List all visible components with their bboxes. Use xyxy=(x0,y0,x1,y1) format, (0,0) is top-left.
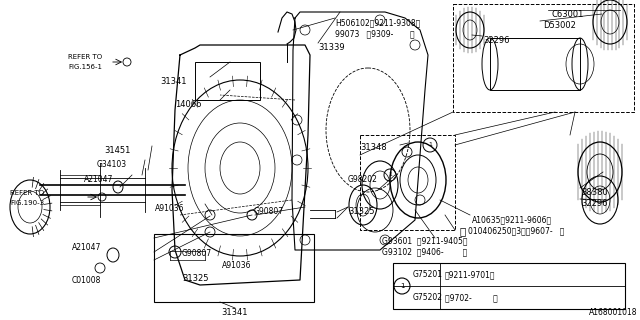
Text: REFER TO: REFER TO xyxy=(10,190,44,196)
Text: 14066: 14066 xyxy=(175,100,202,109)
Bar xyxy=(490,38,580,90)
Text: A91036: A91036 xyxy=(155,204,184,213)
Text: C01008: C01008 xyxy=(72,276,101,285)
Text: A91036: A91036 xyxy=(222,261,252,270)
Text: A168001018: A168001018 xyxy=(589,308,637,317)
Text: G90807: G90807 xyxy=(254,207,284,216)
Text: A21047: A21047 xyxy=(72,243,101,252)
Bar xyxy=(393,263,625,309)
Text: G34103: G34103 xyxy=(97,160,127,169)
Text: 32296: 32296 xyxy=(581,199,607,208)
Text: FIG.156-1: FIG.156-1 xyxy=(68,64,102,70)
Text: 31339: 31339 xyxy=(318,43,344,52)
Text: REFER TO: REFER TO xyxy=(68,54,102,60)
Text: G93601  〨9211-9405〩: G93601 〨9211-9405〩 xyxy=(382,236,467,245)
Text: 1: 1 xyxy=(428,142,432,148)
Text: 010406250〨3〩〨9607-   〩: 010406250〨3〩〨9607- 〩 xyxy=(468,226,564,235)
Text: 31348: 31348 xyxy=(360,143,387,152)
Text: A10635〨9211-9606〩: A10635〨9211-9606〩 xyxy=(472,215,552,224)
Text: A21047: A21047 xyxy=(84,175,113,184)
Text: 31325: 31325 xyxy=(182,274,209,283)
Bar xyxy=(195,62,260,100)
Text: G90807: G90807 xyxy=(182,249,212,258)
Text: 〨9211-9701〩: 〨9211-9701〩 xyxy=(445,270,495,279)
Text: 1: 1 xyxy=(388,172,392,178)
Text: G75201: G75201 xyxy=(413,270,443,279)
Text: 31451: 31451 xyxy=(104,146,131,155)
Text: G98202: G98202 xyxy=(348,175,378,184)
Text: C63001: C63001 xyxy=(551,10,584,19)
Text: 32296: 32296 xyxy=(483,36,509,45)
Text: D53002: D53002 xyxy=(543,21,576,30)
Text: H506102〨9211-9308〩: H506102〨9211-9308〩 xyxy=(335,18,420,27)
Text: FIG.190-3: FIG.190-3 xyxy=(10,200,44,206)
Text: G93102  〨9406-        〩: G93102 〨9406- 〩 xyxy=(382,247,467,256)
Text: 31325: 31325 xyxy=(348,207,374,216)
Text: 〩9702-         〩: 〩9702- 〩 xyxy=(445,293,498,302)
Text: 31341: 31341 xyxy=(160,77,186,86)
Text: 1: 1 xyxy=(400,283,404,289)
Text: 99073   〨9309-       〩: 99073 〨9309- 〩 xyxy=(335,29,415,38)
Text: G75202: G75202 xyxy=(413,293,443,302)
Bar xyxy=(360,135,455,230)
Bar xyxy=(154,234,314,302)
Text: Ⓑ: Ⓑ xyxy=(460,226,466,236)
Text: 38380: 38380 xyxy=(581,188,608,197)
Bar xyxy=(453,4,634,112)
Text: 31341: 31341 xyxy=(221,308,248,317)
